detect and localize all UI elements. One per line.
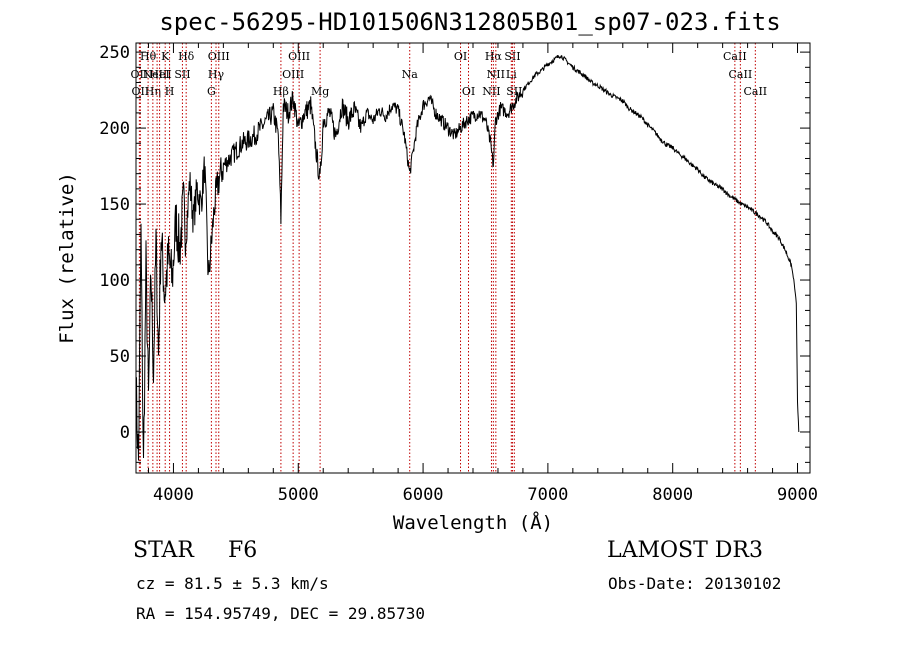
spectral-line-label: Hγ: [208, 68, 225, 81]
spectral-line-label: NII: [487, 68, 505, 81]
spectral-line-label: OI: [462, 85, 475, 98]
spectral-line-label: G: [207, 85, 216, 98]
spectral-line-label: NII: [482, 85, 500, 98]
y-tick-label: 0: [120, 423, 130, 443]
sky-coordinates: RA = 154.95749, DEC = 29.85730: [136, 604, 425, 623]
y-tick-label: 100: [99, 271, 130, 291]
spectral-line-label: Hα: [485, 50, 503, 63]
spectral-line-label: OI: [454, 50, 467, 63]
spectral-line-label: Hβ: [273, 85, 289, 98]
x-tick-label: 9000: [777, 485, 818, 505]
spectral-line-label: Hθ: [140, 50, 157, 63]
spectral-line-label: SII: [504, 50, 520, 63]
x-tick-label: 4000: [153, 485, 194, 505]
spectrum-chart: OIIOIIHθHηNeIIIHeIKHSIIHδGHγOIIIHβOIIIOI…: [56, 42, 818, 534]
spectral-line-label: OIII: [208, 50, 230, 63]
spectral-line-label: K: [161, 50, 170, 63]
y-axis-label: Flux (relative): [56, 172, 78, 344]
spectral-line-label: H: [165, 85, 175, 98]
spectral-line-label: Mg: [311, 85, 329, 98]
chart-title: spec-56295-HD101506N312805B01_sp07-023.f…: [159, 8, 781, 36]
spectral-line-label: Li: [506, 68, 517, 81]
y-tick-label: 250: [99, 43, 130, 63]
spectral-line-label: OIII: [282, 68, 304, 81]
spectral-subclass: F6: [228, 538, 258, 563]
spectral-line-label: HeI: [149, 68, 169, 81]
y-tick-label: 50: [110, 347, 130, 367]
x-tick-label: 7000: [527, 485, 568, 505]
spectral-line-label: Hδ: [178, 50, 195, 63]
spectral-line-label: SII: [506, 85, 522, 98]
redshift-value: cz = 81.5 ± 5.3 km/s: [136, 574, 329, 593]
x-tick-label: 6000: [403, 485, 444, 505]
x-axis-label: Wavelength (Å): [393, 511, 553, 534]
spectral-line-label: CaII: [723, 50, 747, 63]
y-tick-label: 150: [99, 195, 130, 215]
x-tick-label: 5000: [278, 485, 319, 505]
y-tick-label: 200: [99, 119, 130, 139]
spectral-line-label: CaII: [729, 68, 753, 81]
spectral-line-label: CaII: [743, 85, 767, 98]
observation-date: Obs-Date: 20130102: [608, 574, 782, 593]
spectral-line-label: Hη: [145, 85, 161, 98]
object-type: STAR: [133, 538, 194, 563]
x-tick-label: 8000: [652, 485, 693, 505]
spectral-line-label: Na: [402, 68, 419, 81]
spectral-line-label: OIII: [288, 50, 310, 63]
spectrum-flux-line: [135, 54, 800, 461]
plot-frame: [135, 42, 811, 474]
object-classification: STAR F6: [133, 538, 257, 563]
spectral-line-label: OII: [131, 68, 149, 81]
survey-name: LAMOST DR3: [607, 538, 763, 563]
spectral-line-label: NeIII: [143, 68, 172, 81]
spectral-line-label: SII: [174, 68, 190, 81]
